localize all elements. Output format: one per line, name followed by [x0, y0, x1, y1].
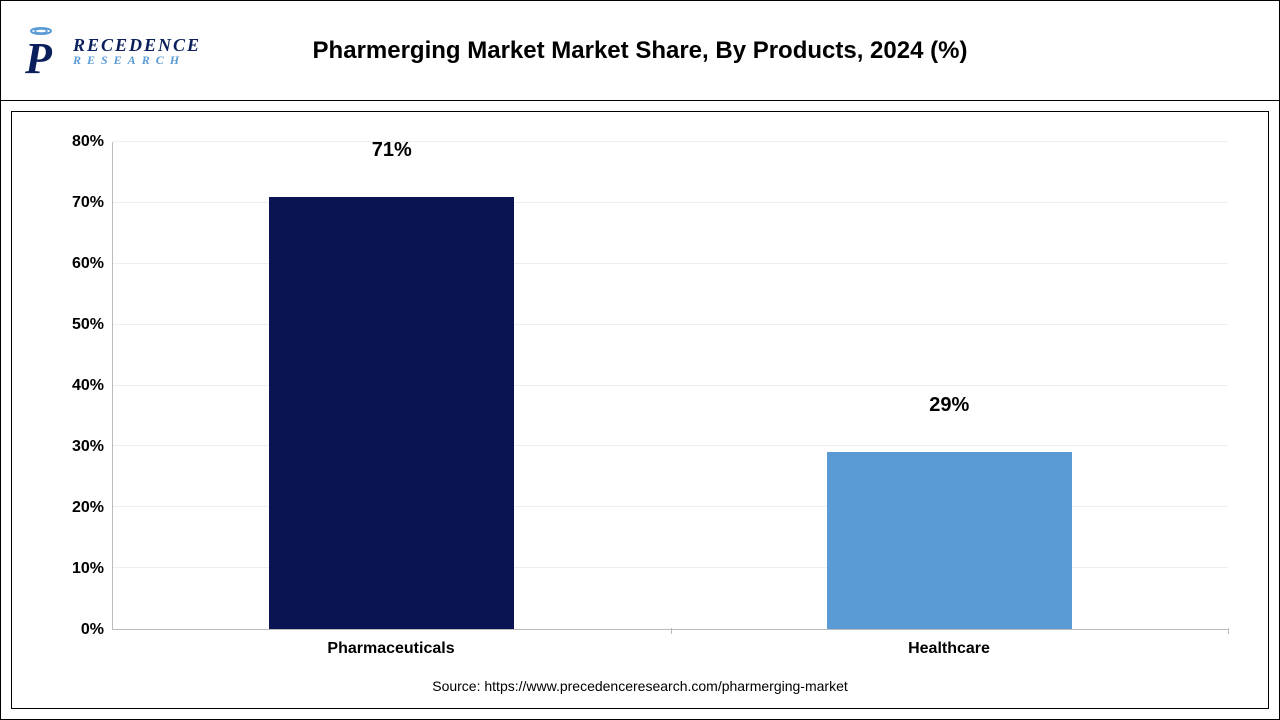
y-tick: 70% [72, 194, 104, 212]
logo-icon: P [21, 23, 69, 79]
x-category-label: Pharmaceuticals [327, 640, 454, 658]
header: P RECEDENCE RESEARCH Pharmerging Market … [1, 1, 1279, 101]
gridline [113, 141, 1228, 142]
logo: P RECEDENCE RESEARCH [21, 23, 201, 79]
x-category-label: Healthcare [908, 640, 990, 658]
bar [827, 452, 1072, 629]
svg-text:P: P [24, 34, 53, 79]
bar-value-label: 71% [372, 139, 412, 168]
plot: 0%10%20%30%40%50%60%70%80% 71%29% [52, 142, 1228, 630]
y-tick: 0% [81, 621, 104, 639]
bar [269, 197, 514, 629]
x-tick-mark [1228, 628, 1229, 634]
y-tick: 10% [72, 560, 104, 578]
y-tick: 60% [72, 255, 104, 273]
bar-value-label: 29% [929, 394, 969, 423]
y-tick: 20% [72, 499, 104, 517]
chart-body: 0% 10% 20% 30% 40% 50% 60% 70% 80% 71% 29% Pharma… [1, 101, 1279, 719]
logo-brand-top: RECEDENCE [73, 36, 201, 54]
plot-area: 71% 29% [112, 142, 1228, 630]
y-tick: 80% [72, 133, 104, 151]
chart-title: Pharmerging Market Market Share, By Prod… [193, 37, 1088, 65]
logo-text: RECEDENCE RESEARCH [73, 36, 201, 66]
chart-inner: 0% 10% 20% 30% 40% 50% 60% 70% 80% 71% 29% Pharma… [11, 111, 1269, 709]
y-axis: 0%10%20%30%40%50%60%70%80% [52, 142, 112, 630]
logo-brand-bot: RESEARCH [73, 54, 201, 66]
x-axis-labels: Pharmaceuticals Healthcare [112, 630, 1228, 670]
chart-container: P RECEDENCE RESEARCH Pharmerging Market … [0, 0, 1280, 720]
source-text: Source: https://www.precedenceresearch.c… [52, 670, 1228, 698]
y-tick: 30% [72, 438, 104, 456]
y-tick: 50% [72, 316, 104, 334]
y-tick: 40% [72, 377, 104, 395]
